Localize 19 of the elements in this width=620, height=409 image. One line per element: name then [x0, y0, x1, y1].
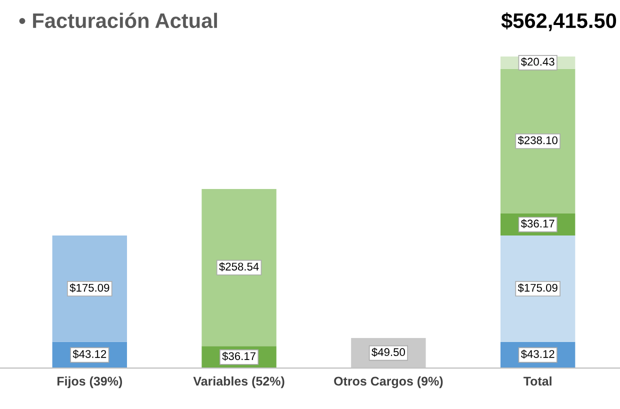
x-tick-label: Fijos (39%)	[57, 376, 122, 388]
x-tick-label: Total	[524, 376, 552, 386]
data-label: $43.12	[72, 350, 106, 359]
data-label: $258.54	[219, 262, 259, 272]
text: $562,415.50	[501, 12, 616, 32]
data-label: $36.17	[520, 219, 554, 228]
data-label: $175.09	[70, 283, 110, 292]
data-label: $175.09	[518, 283, 558, 292]
x-tick-label: Otros Cargos (9%)	[334, 376, 443, 388]
chart-title: • Facturación Actual	[19, 12, 217, 28]
bar	[52, 236, 127, 342]
bar	[202, 189, 276, 346]
data-label: $36.17	[222, 352, 256, 361]
bar	[500, 236, 576, 342]
data-label: $20.43	[520, 57, 554, 66]
data-label: $43.12	[520, 350, 554, 359]
x-tick-label: Variables (52%)	[193, 376, 284, 388]
data-label: $49.50	[372, 348, 405, 357]
data-label: $238.10	[518, 136, 558, 145]
